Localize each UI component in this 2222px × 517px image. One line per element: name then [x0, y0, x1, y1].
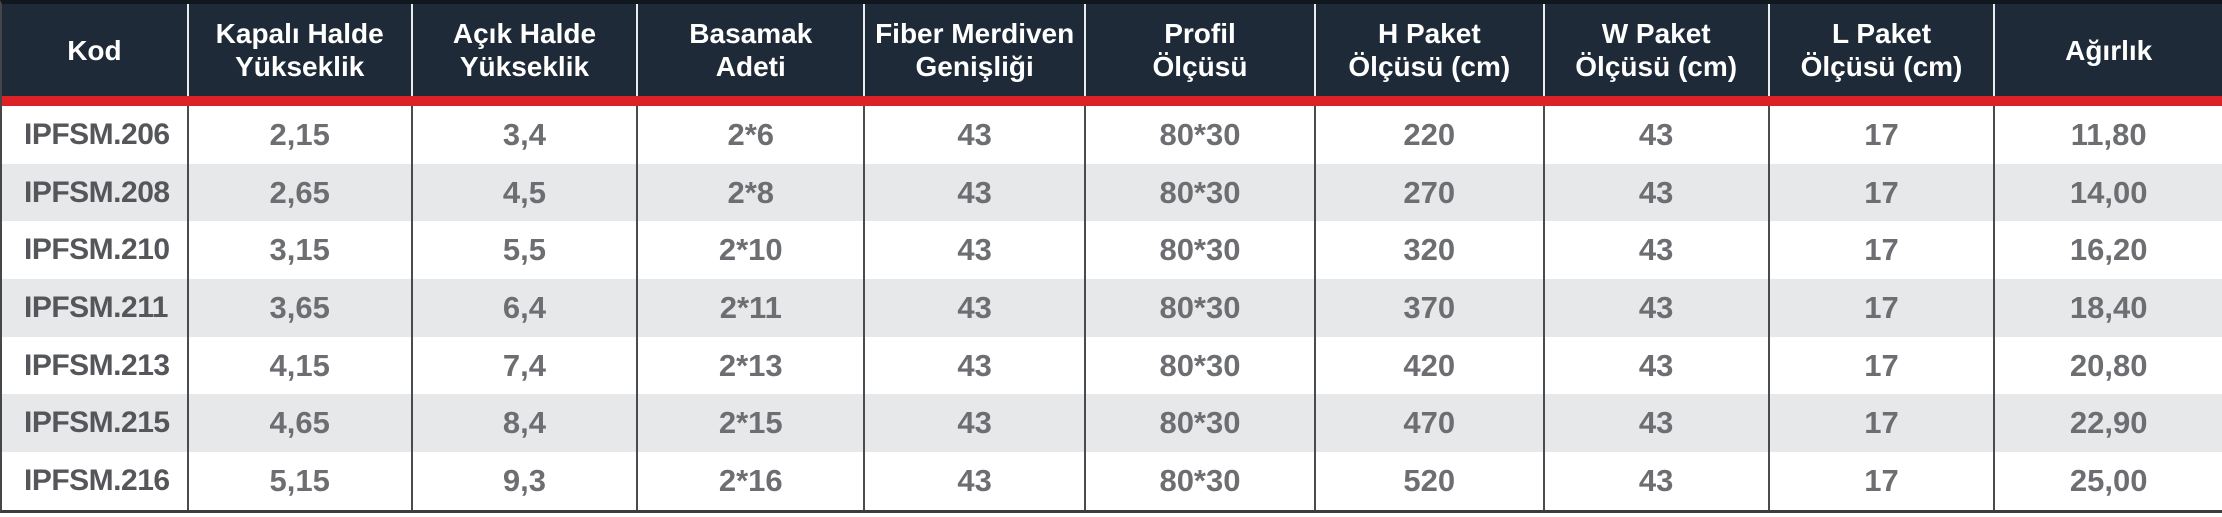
cell-profil-olcusu: 80*30 [1085, 101, 1316, 164]
cell-acik-halde-yukseklik: 7,4 [411, 336, 639, 395]
header-cell-h-paket-olcusu: H Paket Ölçüsü (cm) [1314, 4, 1545, 106]
cell-profil-olcusu: 80*30 [1085, 163, 1316, 222]
cell-basamak-adeti: 2*8 [637, 163, 866, 222]
header-cell-kod: Kod [2, 4, 189, 106]
cell-kod: IPFSM.210 [2, 221, 189, 280]
cell-acik-halde-yukseklik: 4,5 [411, 163, 639, 222]
cell-kod: IPFSM.206 [2, 101, 189, 164]
cell-fiber-merdiven-genisligi: 43 [864, 163, 1087, 222]
cell-profil-olcusu: 80*30 [1085, 279, 1316, 337]
cell-agirlik: 25,00 [2069, 462, 2148, 498]
cell-basamak-adeti: 2*10 [637, 221, 866, 280]
cell-h-paket-olcusu: 470 [1314, 394, 1545, 453]
cell-l-paket-olcusu: 17 [1768, 221, 1996, 280]
cell-l-paket-olcusu: 17 [1768, 279, 1996, 337]
cell-kapali-halde-yukseklik: 2,15 [187, 101, 413, 164]
cell-acik-halde-yukseklik: 6,4 [411, 279, 639, 337]
header-cell-l-paket-olcusu: L Paket Ölçüsü (cm) [1768, 4, 1996, 106]
cell-fiber-merdiven-genisligi: 43 [864, 221, 1087, 280]
table-row: IPFSM.213 4,15 7,4 2*13 43 80*30 420 43 … [2, 336, 2222, 395]
cell-basamak-adeti: 2*13 [637, 336, 866, 395]
cell-l-paket-olcusu: 17 [1768, 163, 1996, 222]
cell-w-paket-olcusu: 43 [1543, 336, 1770, 395]
cell-h-paket-olcusu: 320 [1314, 221, 1545, 280]
cell-fiber-merdiven-genisligi: 43 [864, 101, 1087, 164]
header-cell-fiber-merdiven-genisligi: Fiber Merdiven Genişliği [864, 4, 1087, 106]
cell-acik-halde-yukseklik: 3,4 [411, 101, 639, 164]
cell-profil-olcusu: 80*30 [1085, 221, 1316, 280]
table-row: IPFSM.208 2,65 4,5 2*8 43 80*30 270 43 1… [2, 163, 2222, 222]
cell-l-paket-olcusu: 17 [1768, 101, 1996, 164]
cell-kod: IPFSM.208 [2, 163, 189, 222]
cell-kapali-halde-yukseklik: 3,15 [187, 221, 413, 280]
cell-w-paket-olcusu: 43 [1543, 101, 1770, 164]
cell-profil-olcusu: 80*30 [1085, 336, 1316, 395]
cell-profil-olcusu: 80*30 [1085, 394, 1316, 453]
header-row: Kod Kapalı Halde Yükseklik Açık Halde Yü… [2, 4, 2222, 106]
cell-kod: IPFSM.211 [2, 279, 189, 337]
cell-kod: IPFSM.215 [2, 394, 189, 453]
cell-h-paket-olcusu: 370 [1314, 279, 1545, 337]
header-cell-basamak-adeti: Basamak Adeti [637, 4, 866, 106]
cell-agirlik: 20,80 [2069, 347, 2148, 383]
header-cell-acik-halde-yukseklik: Açık Halde Yükseklik [411, 4, 639, 106]
cell-w-paket-olcusu: 43 [1543, 163, 1770, 222]
cell-profil-olcusu: 80*30 [1085, 452, 1316, 510]
cell-acik-halde-yukseklik: 9,3 [411, 452, 639, 510]
cell-w-paket-olcusu: 43 [1543, 221, 1770, 280]
cell-agirlik: 22,90 [2069, 405, 2148, 441]
table-row: IPFSM.215 4,65 8,4 2*15 43 80*30 470 43 … [2, 394, 2222, 453]
cell-h-paket-olcusu: 420 [1314, 336, 1545, 395]
header-cell-kapali-halde-yukseklik: Kapalı Halde Yükseklik [187, 4, 413, 106]
cell-basamak-adeti: 2*6 [637, 101, 866, 164]
cell-kapali-halde-yukseklik: 4,15 [187, 336, 413, 395]
cell-h-paket-olcusu: 270 [1314, 163, 1545, 222]
cell-kapali-halde-yukseklik: 3,65 [187, 279, 413, 337]
cell-fiber-merdiven-genisligi: 43 [864, 336, 1087, 395]
cell-h-paket-olcusu: 520 [1314, 452, 1545, 510]
cell-kapali-halde-yukseklik: 5,15 [187, 452, 413, 510]
cell-w-paket-olcusu: 43 [1543, 452, 1770, 510]
table-row: IPFSM.211 3,65 6,4 2*11 43 80*30 370 43 … [2, 279, 2222, 337]
cell-kapali-halde-yukseklik: 2,65 [187, 163, 413, 222]
cell-basamak-adeti: 2*16 [637, 452, 866, 510]
cell-fiber-merdiven-genisligi: 43 [864, 279, 1087, 337]
header-cell-profil-olcusu: Profil Ölçüsü [1085, 4, 1316, 106]
product-spec-table: Kod Kapalı Halde Yükseklik Açık Halde Yü… [2, 4, 2222, 510]
table-row: IPFSM.210 3,15 5,5 2*10 43 80*30 320 43 … [2, 221, 2222, 280]
cell-h-paket-olcusu: 220 [1314, 101, 1545, 164]
cell-agirlik: 16,20 [2069, 232, 2148, 268]
cell-acik-halde-yukseklik: 5,5 [411, 221, 639, 280]
cell-l-paket-olcusu: 17 [1768, 394, 1996, 453]
cell-agirlik: 18,40 [2069, 289, 2148, 325]
table-row: IPFSM.206 2,15 3,4 2*6 43 80*30 220 43 1… [2, 101, 2222, 164]
header-cell-agirlik: Ağırlık [1994, 4, 2222, 106]
cell-l-paket-olcusu: 17 [1768, 336, 1996, 395]
cell-fiber-merdiven-genisligi: 43 [864, 394, 1087, 453]
cell-kapali-halde-yukseklik: 4,65 [187, 394, 413, 453]
cell-agirlik: 11,80 [2070, 116, 2147, 152]
cell-w-paket-olcusu: 43 [1543, 279, 1770, 337]
cell-kod: IPFSM.213 [2, 336, 189, 395]
table-row: IPFSM.216 5,15 9,3 2*16 43 80*30 520 43 … [2, 452, 2222, 510]
header-cell-w-paket-olcusu: W Paket Ölçüsü (cm) [1543, 4, 1770, 106]
cell-acik-halde-yukseklik: 8,4 [411, 394, 639, 453]
cell-w-paket-olcusu: 43 [1543, 394, 1770, 453]
cell-basamak-adeti: 2*15 [637, 394, 866, 453]
cell-basamak-adeti: 2*11 [637, 279, 866, 337]
cell-fiber-merdiven-genisligi: 43 [864, 452, 1087, 510]
cell-kod: IPFSM.216 [2, 452, 189, 510]
cell-agirlik: 14,00 [2069, 174, 2148, 210]
cell-l-paket-olcusu: 17 [1768, 452, 1996, 510]
